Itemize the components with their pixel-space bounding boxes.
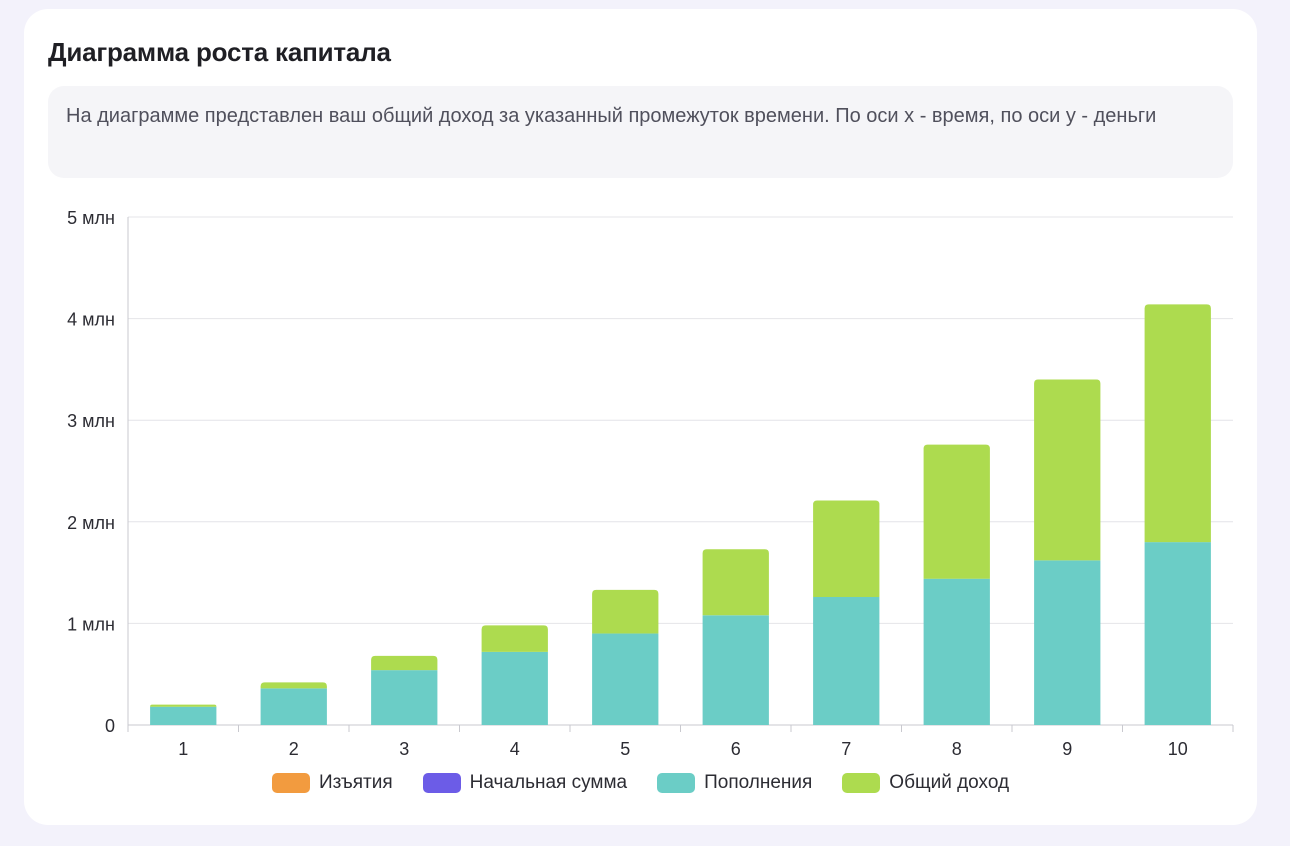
x-tick-label: 3 [399, 739, 409, 759]
bar-segment [150, 704, 217, 707]
y-tick-label: 0 [105, 716, 115, 736]
legend-label: Начальная сумма [469, 772, 628, 793]
x-tick-label: 10 [1168, 739, 1188, 759]
bar-segment [702, 549, 769, 616]
stacked-bar-chart: 0 1 млн 2 млн 3 млн 4 млн 5 млн 1 2 3 4 5 6 7 8 9 10 [67, 208, 1234, 759]
bar-segment [1144, 304, 1211, 543]
legend-swatch [422, 773, 461, 793]
legend-item[interactable]: Начальная сумма [422, 772, 628, 794]
bar-segment [481, 625, 548, 652]
bar-segment [923, 578, 990, 725]
y-tick-label: 2 млн [67, 513, 115, 533]
legend-item[interactable]: Изъятия [271, 772, 393, 794]
bar-segment [260, 682, 327, 689]
bar-segment [1144, 542, 1211, 725]
legend-swatch [842, 773, 881, 793]
bar-segment [1034, 560, 1101, 725]
bar-segment [592, 633, 659, 725]
chart-legend: Изъятия Начальная сумма Пополнения Общий до… [24, 769, 1257, 797]
bar-segment [923, 444, 990, 579]
x-tick-label: 7 [841, 739, 851, 759]
y-tick-label: 1 млн [67, 614, 115, 634]
y-tick-label: 5 млн [67, 208, 115, 228]
legend-label: Изъятия [318, 772, 393, 793]
chart-title: Диаграмма роста капитала [48, 37, 391, 67]
bar-segment [813, 596, 880, 725]
x-tick-label: 1 [178, 739, 188, 759]
y-tick-label: 3 млн [67, 411, 115, 431]
bar-segment [702, 615, 769, 725]
bar-segment [260, 688, 327, 725]
legend-item[interactable]: Общий доход [842, 772, 1009, 794]
y-tick-label: 4 млн [67, 310, 115, 330]
x-tick-label: 6 [731, 739, 741, 759]
x-tick-label: 8 [952, 739, 962, 759]
bar-segment [1034, 379, 1101, 561]
legend-item[interactable]: Пополнения [657, 772, 812, 794]
bar-segment [371, 670, 438, 725]
x-tick-label: 4 [510, 739, 520, 759]
bar-segment [371, 655, 438, 671]
bar-segment [150, 706, 217, 725]
chart-description-box: На диаграмме представлен ваш общий доход… [48, 86, 1233, 178]
bar-segment [481, 651, 548, 725]
x-tick-label: 5 [620, 739, 630, 759]
chart-description: На диаграмме представлен ваш общий доход… [66, 105, 1157, 127]
legend-label: Общий доход [889, 772, 1010, 793]
capital-growth-card: Диаграмма роста капитала На диаграмме пр… [24, 9, 1257, 825]
legend-label: Пополнения [704, 772, 813, 793]
x-tick-label: 9 [1062, 739, 1072, 759]
legend-swatch [271, 773, 310, 793]
legend-swatch [657, 773, 696, 793]
x-tick-label: 2 [289, 739, 299, 759]
bar-segment [813, 500, 880, 597]
bar-segment [592, 589, 659, 634]
